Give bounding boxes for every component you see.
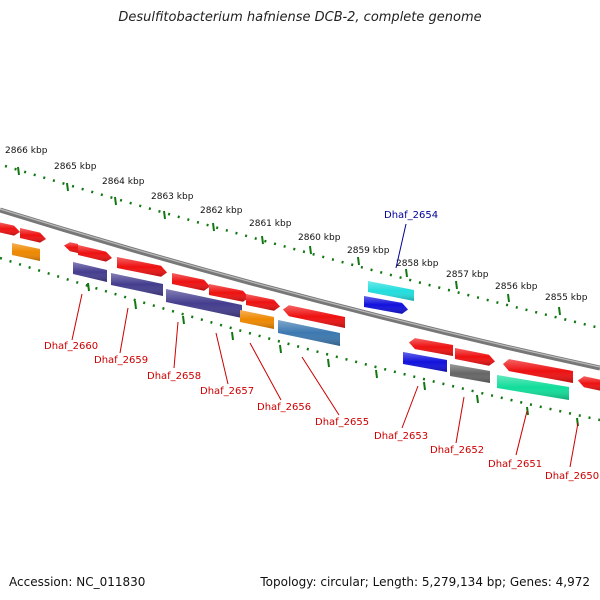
gene-label[interactable]: Dhaf_2650 bbox=[545, 471, 599, 482]
ruler-tick-label: 2862 kbp bbox=[200, 206, 243, 216]
ruler-tick-label: 2861 kbp bbox=[249, 219, 292, 229]
upper-ruler-line bbox=[4, 164, 600, 330]
gene-feature-shading bbox=[278, 320, 340, 346]
ruler-tick-label: 2866 kbp bbox=[5, 146, 48, 156]
gene-feature-shading bbox=[117, 257, 167, 277]
lower-ruler-tick bbox=[134, 300, 137, 310]
lower-ruler-tick bbox=[423, 381, 426, 391]
gene-label-leader bbox=[173, 321, 179, 369]
gene-feature-shading bbox=[364, 296, 408, 314]
upper-ruler-tick bbox=[114, 196, 117, 206]
genome-backbone bbox=[0, 207, 600, 371]
gene-label[interactable]: Dhaf_2657 bbox=[200, 386, 254, 397]
gene-label[interactable]: Dhaf_2659 bbox=[94, 355, 148, 366]
upper-ruler-tick bbox=[66, 182, 69, 192]
gene-label-lines bbox=[71, 223, 579, 468]
gene-label-leader bbox=[119, 307, 129, 354]
ruler-tick-label: 2863 kbp bbox=[151, 192, 194, 202]
ruler-tick-label: 2858 kbp bbox=[396, 259, 439, 269]
upper-ruler-tick bbox=[163, 210, 166, 220]
upper-ruler-tick bbox=[558, 306, 561, 316]
lower-ruler-tick bbox=[526, 406, 529, 416]
upper-ruler-tick bbox=[261, 235, 264, 245]
gene-label[interactable]: Dhaf_2656 bbox=[257, 402, 311, 413]
lower-ruler-tick bbox=[87, 282, 90, 292]
gene-feature-shading bbox=[497, 375, 569, 400]
map-title: Desulfitobacterium hafniense DCB-2, comp… bbox=[118, 10, 482, 25]
lower-ruler-tick bbox=[279, 344, 282, 354]
gene-label[interactable]: Dhaf_2660 bbox=[44, 341, 98, 352]
gene-feature-shading bbox=[283, 305, 345, 328]
ruler-tick-label: 2855 kbp bbox=[545, 293, 588, 303]
gene-features bbox=[0, 222, 600, 400]
gene-feature-shading bbox=[166, 289, 242, 318]
upper-ruler-tick bbox=[212, 222, 215, 232]
ruler-tick-label: 2860 kbp bbox=[298, 233, 341, 243]
gene-label[interactable]: Dhaf_2658 bbox=[147, 371, 201, 382]
gene-label[interactable]: Dhaf_2653 bbox=[374, 431, 428, 442]
gene-label[interactable]: Dhaf_2652 bbox=[430, 445, 484, 456]
gene-feature-shading bbox=[578, 376, 600, 391]
lower-ruler-tick bbox=[231, 331, 234, 341]
gene-feature-shading bbox=[455, 348, 495, 366]
genome-backbone-highlight bbox=[0, 208, 600, 368]
gene-label[interactable]: Dhaf_2654 bbox=[384, 210, 438, 221]
gene-feature-shading bbox=[503, 359, 573, 383]
gene-feature-shading bbox=[73, 262, 107, 282]
gene-feature-shading bbox=[246, 294, 280, 311]
gene-feature-shading bbox=[403, 352, 447, 372]
upper-ruler-tick bbox=[309, 245, 312, 255]
ruler-tick-label: 2864 kbp bbox=[102, 177, 145, 187]
ruler-tick-label: 2856 kbp bbox=[495, 282, 538, 292]
gene-feature-shading bbox=[78, 245, 112, 262]
gene-label-leader bbox=[569, 422, 579, 468]
gene-label-leader bbox=[455, 396, 465, 444]
upper-ruler-tick bbox=[17, 166, 20, 176]
upper-ruler-tick bbox=[357, 256, 360, 266]
gene-feature-shading bbox=[209, 284, 249, 302]
gene-feature-shading bbox=[409, 338, 453, 356]
gene-label-leader bbox=[301, 356, 340, 416]
gene-label-leader bbox=[515, 410, 528, 456]
lower-ruler-tick bbox=[476, 394, 479, 404]
gene-feature-shading bbox=[0, 222, 20, 236]
gene-feature-shading bbox=[172, 273, 210, 291]
gene-label-leader bbox=[249, 342, 282, 401]
ruler-tick-label: 2857 kbp bbox=[446, 270, 489, 280]
gene-feature-shading bbox=[450, 364, 490, 383]
ruler-tick-labels: 2866 kbp 2865 kbp 2864 kbp 2863 kbp 2862 kbp… bbox=[5, 146, 588, 303]
gene-feature-shading bbox=[20, 228, 46, 243]
accession-text: Accession: NC_011830 bbox=[9, 575, 146, 589]
gene-feature-shading bbox=[240, 310, 274, 329]
gene-label-leader bbox=[401, 385, 419, 429]
gene-label-leader bbox=[395, 223, 407, 269]
gene-label[interactable]: Dhaf_2651 bbox=[488, 459, 542, 470]
ruler-tick-label: 2865 kbp bbox=[54, 162, 97, 172]
gene-feature-shading bbox=[368, 281, 414, 301]
ruler-ticks bbox=[17, 166, 579, 427]
topology-text: Topology: circular; Length: 5,279,134 bp… bbox=[260, 575, 590, 589]
lower-ruler-tick bbox=[375, 369, 378, 379]
upper-ruler-tick bbox=[507, 293, 510, 303]
gene-label-leader bbox=[215, 332, 229, 385]
upper-ruler-tick bbox=[455, 280, 458, 290]
gene-feature-shading bbox=[12, 243, 40, 261]
lower-ruler-tick bbox=[182, 315, 185, 325]
gene-label[interactable]: Dhaf_2655 bbox=[315, 417, 369, 428]
lower-ruler-tick bbox=[327, 358, 330, 368]
upper-ruler-tick bbox=[405, 268, 408, 278]
gene-label-leader bbox=[71, 293, 83, 341]
gene-feature-shading bbox=[111, 273, 163, 296]
gene-labels: Dhaf_2660Dhaf_2659Dhaf_2658Dhaf_2657Dhaf… bbox=[44, 210, 599, 482]
gene-feature-shading bbox=[64, 242, 78, 253]
ruler-tick-label: 2859 kbp bbox=[347, 246, 390, 256]
